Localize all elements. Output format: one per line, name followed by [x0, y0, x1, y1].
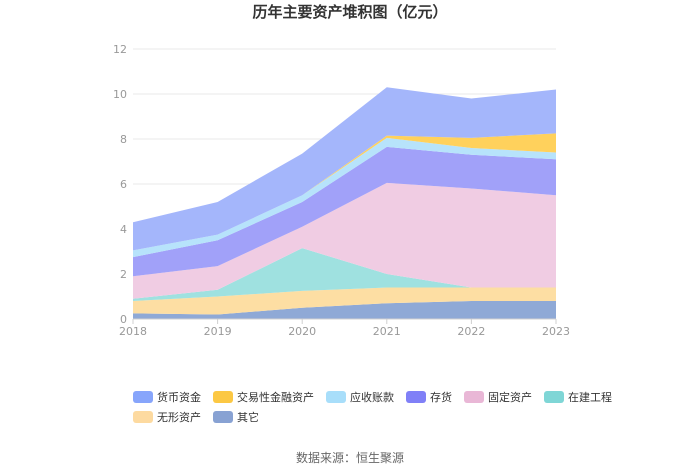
x-tick-label: 2018	[119, 325, 147, 338]
area-series-交易性金融资产	[133, 133, 556, 251]
x-tick-label: 2021	[373, 325, 401, 338]
y-tick-label: 10	[113, 88, 127, 101]
legend-item-交易性金融资产: 交易性金融资产	[213, 390, 314, 404]
legend-item-货币资金: 货币资金	[133, 390, 201, 404]
area-series-存货	[133, 146, 556, 277]
axes: 0 2 4 6 8 10 12 2018 2019 2020 2021 2022 2023	[113, 43, 570, 338]
legend-swatch	[544, 391, 564, 403]
y-tick-label: 0	[120, 313, 127, 326]
legend-swatch	[406, 391, 426, 403]
legend-swatch	[213, 411, 233, 423]
legend-item-固定资产: 固定资产	[464, 390, 532, 404]
legend-label: 无形资产	[157, 410, 201, 424]
x-tick-label: 2020	[288, 325, 316, 338]
legend-swatch	[326, 391, 346, 403]
legend-label: 固定资产	[488, 390, 532, 404]
y-tick-label: 8	[120, 133, 127, 146]
legend-swatch	[213, 391, 233, 403]
legend-swatch	[133, 391, 153, 403]
legend-item-其它: 其它	[213, 410, 259, 424]
x-tick-label: 2023	[542, 325, 570, 338]
legend-label: 交易性金融资产	[237, 390, 314, 404]
legend-item-存货: 存货	[406, 390, 452, 404]
legend-swatch	[133, 411, 153, 423]
y-tick-label: 6	[120, 178, 127, 191]
area-series-固定资产	[133, 182, 556, 299]
x-tick-label: 2019	[204, 325, 232, 338]
legend-label: 货币资金	[157, 390, 201, 404]
legend-label: 存货	[430, 390, 452, 404]
legend-label: 在建工程	[568, 390, 612, 404]
area-series	[133, 87, 556, 319]
legend-label: 应收账款	[350, 390, 394, 404]
legend-item-在建工程: 在建工程	[544, 390, 612, 404]
area-series-其它	[133, 301, 556, 319]
chart-title: 历年主要资产堆积图（亿元）	[252, 3, 447, 21]
area-series-货币资金	[133, 87, 556, 251]
legend-item-无形资产: 无形资产	[133, 410, 201, 424]
y-tick-label: 2	[120, 268, 127, 281]
area-series-应收账款	[133, 137, 556, 258]
data-source-note: 数据来源：恒生聚源	[296, 450, 404, 465]
area-series-无形资产	[133, 287, 556, 315]
x-tick-label: 2022	[457, 325, 485, 338]
y-tick-label: 12	[113, 43, 127, 56]
y-tick-label: 4	[120, 223, 127, 236]
legend-swatch	[464, 391, 484, 403]
legend-item-应收账款: 应收账款	[326, 390, 394, 404]
area-series-在建工程	[133, 248, 556, 301]
legend-label: 其它	[237, 410, 259, 424]
